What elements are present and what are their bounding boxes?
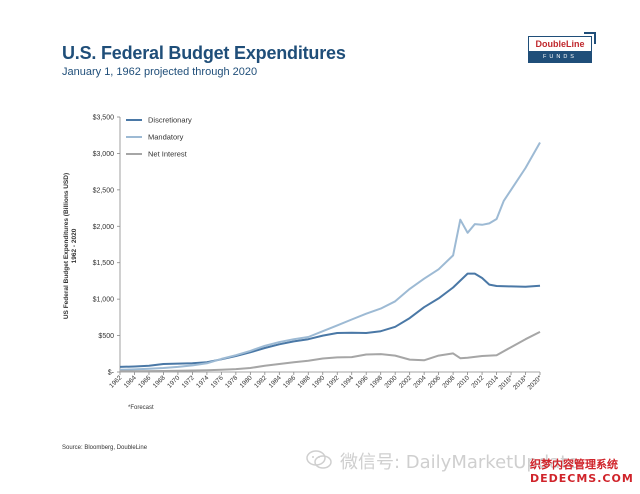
x-axis: 1962 1964 1966 1968 1970 1972 1974 1976 1978 1980… xyxy=(108,371,544,391)
x-tick-label: 1980 xyxy=(239,374,254,389)
x-tick-label: 2000 xyxy=(383,374,398,389)
legend: Discretionary Mandatory Net Interest xyxy=(126,116,192,159)
x-tick-label: 1990 xyxy=(311,374,326,389)
x-tick-label: 2006 xyxy=(427,374,442,389)
y-axis: $- $500 $1,000 $1,500 $2,000 $2,500 $3,000 $3,5… xyxy=(93,115,121,377)
y-tick-label: $1,000 xyxy=(93,297,115,304)
y-tick-label: $1,500 xyxy=(93,260,115,267)
x-tick-label: 1994 xyxy=(340,374,355,389)
x-tick-label: 1984 xyxy=(268,374,283,389)
series-layer xyxy=(119,142,541,373)
x-tick-label: 1986 xyxy=(282,374,297,389)
y-tick-label: $2,000 xyxy=(93,224,115,231)
x-tick-label: 2016* xyxy=(497,374,514,391)
x-tick-label: 1962 xyxy=(108,374,123,389)
x-tick-label: 1972 xyxy=(181,374,196,389)
x-tick-label: 1996 xyxy=(354,374,369,389)
x-tick-label: 1966 xyxy=(137,374,152,389)
x-tick-label: 2012 xyxy=(470,374,485,389)
x-tick-label: 1988 xyxy=(297,374,312,389)
badge-bottom-text: DEDECMS.COM xyxy=(530,472,634,485)
y-tick-label: $2,500 xyxy=(93,187,115,194)
x-tick-label: 2018* xyxy=(512,374,529,391)
y-tick-label: $3,000 xyxy=(93,151,115,158)
x-tick-label: 1976 xyxy=(210,374,225,389)
x-tick-label: 2002 xyxy=(398,374,413,389)
x-tick-label: 2020* xyxy=(526,374,543,391)
x-tick-label: 1998 xyxy=(369,374,384,389)
page-title: U.S. Federal Budget Expenditures xyxy=(62,43,346,63)
series-line-mandatory xyxy=(119,142,541,371)
y-axis-label: US Federal Budget Expenditures (Billions… xyxy=(63,173,70,319)
legend-label: Net Interest xyxy=(148,150,188,159)
legend-label: Mandatory xyxy=(148,133,184,142)
watermark-text: 微信号: DailyMarketUpdate xyxy=(340,452,579,473)
x-tick-label: 2004 xyxy=(412,374,427,389)
y-tick-label: $500 xyxy=(98,333,114,340)
legend-label: Discretionary xyxy=(148,116,192,125)
x-tick-label: 1974 xyxy=(195,374,210,389)
series-line-net-interest xyxy=(119,331,541,373)
x-tick-label: 1970 xyxy=(166,374,181,389)
x-tick-label: 2010 xyxy=(456,374,471,389)
y-tick-label: $- xyxy=(108,370,115,377)
x-tick-label: 1982 xyxy=(253,374,268,389)
x-tick-label: 1968 xyxy=(152,374,167,389)
doubleline-logo: DoubleLine FUNDS xyxy=(528,32,596,64)
logo-bottom-text: FUNDS xyxy=(528,51,592,63)
wechat-icon xyxy=(306,450,332,469)
logo-top-text: DoubleLine xyxy=(528,36,592,51)
x-tick-label: 1964 xyxy=(123,374,138,389)
source-note: Source: Bloomberg, DoubleLine xyxy=(62,445,148,451)
x-tick-label: 1992 xyxy=(325,374,340,389)
x-tick-label: 2008 xyxy=(441,374,456,389)
series-line-discretionary xyxy=(119,272,541,368)
page-subtitle: January 1, 1962 projected through 2020 xyxy=(62,66,258,78)
dedecms-badge: 织梦内容管理系统 DEDECMS.COM xyxy=(530,456,634,486)
badge-top-text: 织梦内容管理系统 xyxy=(530,458,618,471)
logo-corner-mark xyxy=(584,32,596,44)
forecast-note: *Forecast xyxy=(128,405,154,411)
y-tick-label: $3,500 xyxy=(93,115,115,122)
y-axis-label-range: 1962 - 2020 xyxy=(71,228,78,263)
x-tick-label: 1978 xyxy=(224,374,239,389)
